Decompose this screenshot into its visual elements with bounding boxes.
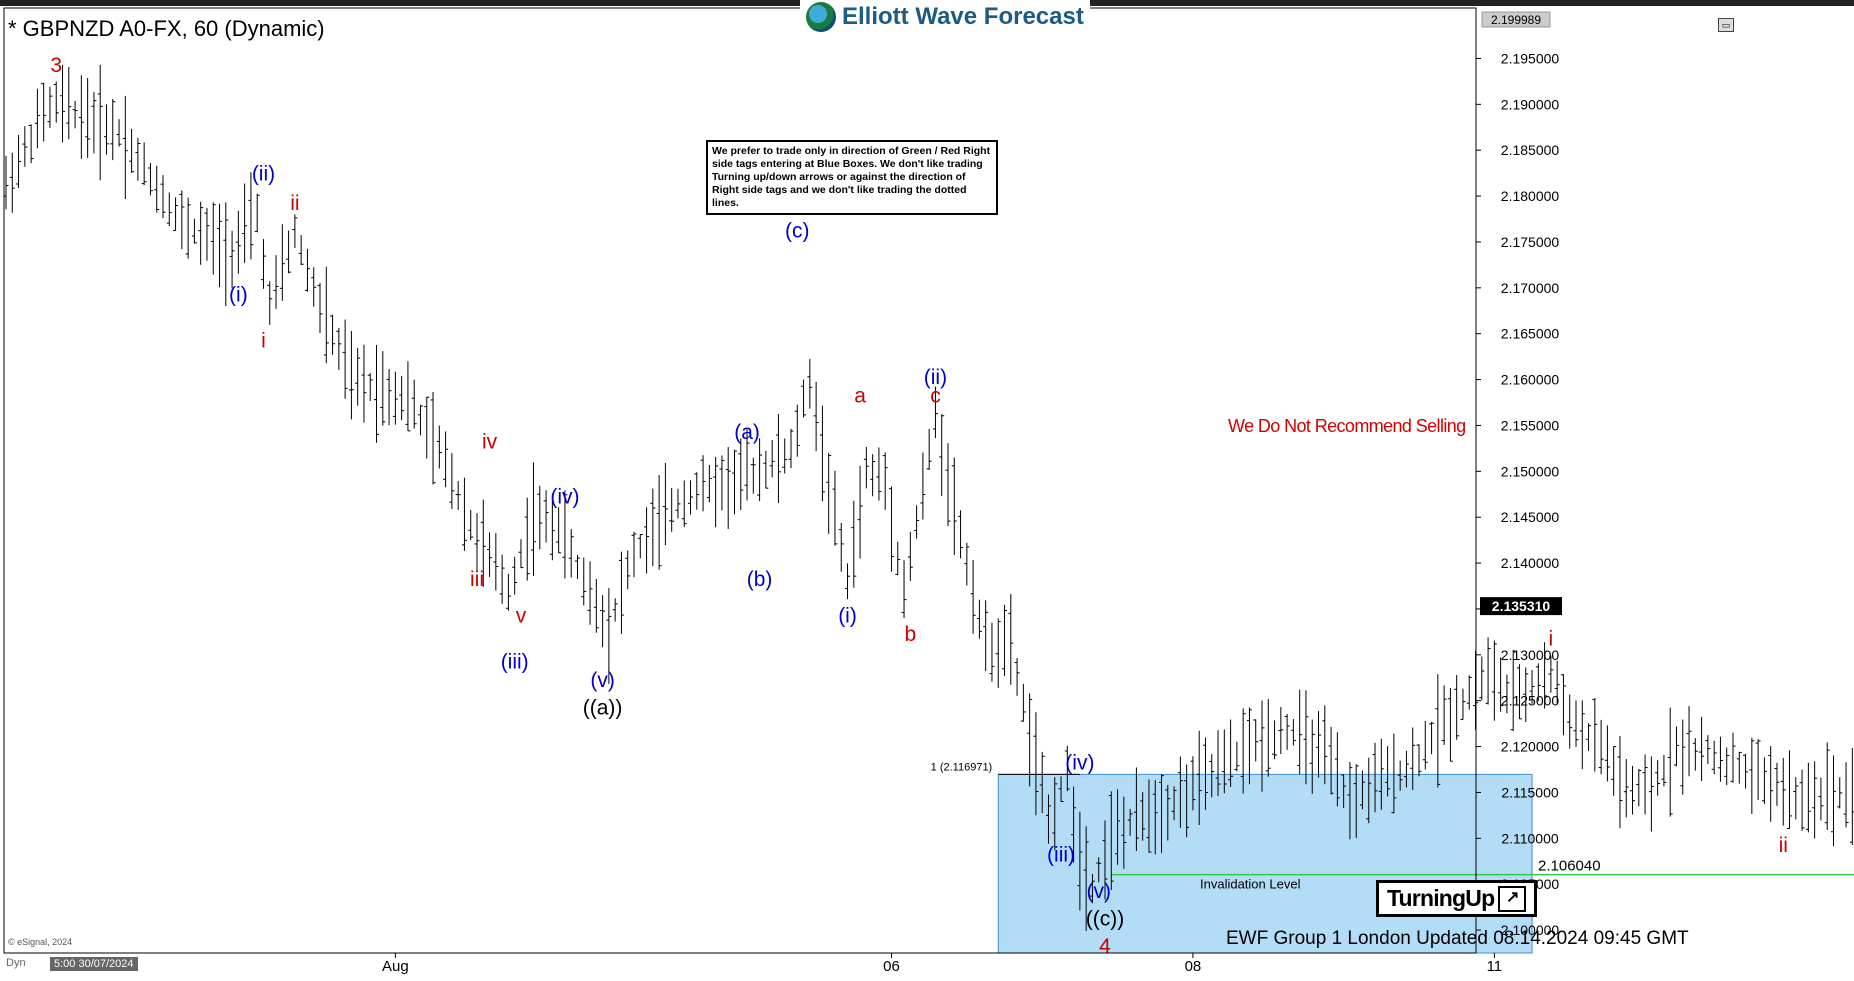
fib-level-label: 1 (2.116971) [931, 761, 993, 773]
turning-up-label: TurningUp [1387, 885, 1495, 911]
wave-label: (v) [1086, 880, 1111, 903]
wave-label: iii [470, 568, 484, 591]
y-tick-label: 2.115000 [1501, 784, 1559, 800]
y-tick-label: 2.130000 [1501, 647, 1560, 663]
wave-label: ii [290, 192, 299, 215]
wave-label: (a) [734, 421, 760, 444]
wave-label: (iv) [1065, 752, 1094, 775]
y-tick-label: 2.165000 [1501, 326, 1560, 342]
y-tick-label: 2.175000 [1501, 234, 1560, 250]
y-tick-label: 2.160000 [1501, 372, 1560, 388]
chart-title: * GBPNZD A0-FX, 60 (Dynamic) [8, 16, 325, 41]
recommendation-note: We Do Not Recommend Selling [1228, 416, 1466, 436]
wave-label: i [1549, 628, 1554, 651]
crosshair-date-tag: 5:00 30/07/2024 [50, 957, 138, 971]
blue-box [997, 773, 1533, 954]
logo-globe-icon [806, 2, 836, 32]
x-tick-label: 11 [1487, 958, 1503, 975]
wave-label: (iii) [501, 651, 529, 674]
dyn-label: Dyn [6, 957, 26, 969]
y-tick-label: 2.170000 [1501, 280, 1560, 296]
wave-label: c [930, 385, 941, 408]
last-price-badge [1480, 597, 1562, 616]
logo: Elliott Wave Forecast [800, 0, 1090, 34]
wave-label: v [516, 605, 527, 628]
y-tick-label: 2.110000 [1501, 830, 1559, 846]
logo-text: Elliott Wave Forecast [842, 3, 1084, 30]
wave-label: ii [1779, 834, 1788, 857]
wave-label: ((a)) [583, 696, 623, 719]
wave-label: (ii) [924, 366, 947, 389]
maximize-icon[interactable]: ▭ [1718, 18, 1734, 32]
y-tick-label: 2.190000 [1501, 96, 1560, 112]
wave-label: (b) [747, 568, 773, 591]
wave-label: (i) [838, 605, 857, 628]
last-price-label: 2.135310 [1492, 598, 1551, 614]
x-tick-label: 06 [883, 958, 900, 975]
arrow-up-right-icon: ↗ [1498, 885, 1527, 912]
wave-label: (i) [229, 284, 248, 307]
y-tick-label: 2.155000 [1501, 417, 1560, 433]
y-tick-label: 2.150000 [1501, 463, 1560, 479]
y-tick-label: 2.100000 [1501, 922, 1560, 938]
update-footer: EWF Group 1 London Updated 08.14.2024 09… [1226, 928, 1689, 949]
top-price-box [1481, 11, 1551, 28]
wave-label: b [904, 623, 916, 646]
turning-up-badge: TurningUp ↗ [1376, 880, 1538, 917]
wave-label: (v) [590, 669, 615, 692]
y-tick-label: 2.125000 [1501, 693, 1560, 709]
wave-label: iv [482, 430, 498, 453]
x-tick-label: 08 [1185, 958, 1202, 975]
y-tick-label: 2.195000 [1501, 50, 1560, 66]
plot-frame [3, 7, 1477, 954]
y-tick-label: 2.140000 [1501, 555, 1560, 571]
wave-label: ((c)) [1086, 907, 1124, 930]
invalidation-value-label: 2.106040 [1538, 858, 1601, 875]
wave-label: i [261, 329, 266, 352]
top-price-label: 2.199989 [1491, 13, 1541, 27]
wave-label: (c) [785, 219, 810, 242]
invalidation-level-text: Invalidation Level [1200, 877, 1301, 892]
y-tick-label: 2.180000 [1501, 188, 1560, 204]
y-tick-label: 2.120000 [1501, 739, 1560, 755]
y-tick-label: 2.145000 [1501, 509, 1560, 525]
wave-label: (ii) [252, 162, 275, 185]
wave-label: 3 [50, 54, 62, 77]
wave-label: (iii) [1047, 843, 1075, 866]
wave-label: 4 [1099, 935, 1111, 958]
copyright-text: © eSignal, 2024 [8, 937, 73, 947]
trading-note: We prefer to trade only in direction of … [706, 140, 998, 215]
x-tick-label: Aug [382, 958, 409, 975]
y-tick-label: 2.185000 [1501, 142, 1560, 158]
wave-label: a [854, 385, 866, 408]
wave-label: (iv) [550, 485, 579, 508]
